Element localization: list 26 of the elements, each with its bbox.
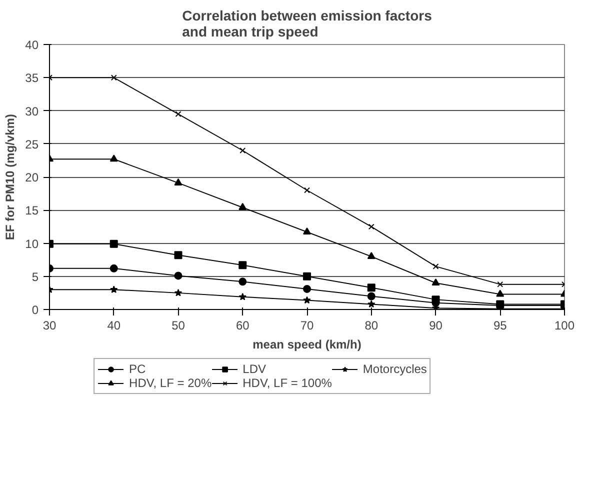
legend-label: PC xyxy=(129,362,147,376)
x-tick-label: 90 xyxy=(429,318,443,332)
y-tick-label: 10 xyxy=(25,236,39,251)
y-tick-label: 30 xyxy=(25,104,39,118)
x-tick-label: 30 xyxy=(42,318,56,332)
legend-label: Motorcycles xyxy=(362,362,427,376)
x-axis-title: mean speed (km/h) xyxy=(252,338,362,352)
y-tick-label: 0 xyxy=(32,303,39,317)
legend-label: LDV xyxy=(242,362,266,376)
x-tick-label: 40 xyxy=(107,318,121,332)
y-tick-label: 25 xyxy=(25,137,39,152)
y-tick-label: 5 xyxy=(32,270,39,284)
y-axis-title: EF for PM10 (mg/vkm) xyxy=(3,114,18,240)
y-tick-label: 40 xyxy=(25,38,39,52)
y-tick-label: 20 xyxy=(25,170,39,184)
x-tick-label: 50 xyxy=(172,318,186,332)
y-tick-label: 35 xyxy=(25,71,39,86)
x-tick-label: 70 xyxy=(300,318,314,332)
legend-label: HDV, LF = 20% xyxy=(129,376,212,390)
x-tick-label: 100 xyxy=(554,318,575,332)
x-tick-label: 60 xyxy=(236,318,250,332)
x-tick-label: 95 xyxy=(493,318,508,332)
chart-title: Correlation between emission factors and mean trip speed xyxy=(182,8,432,40)
legend-label: HDV, LF = 100% xyxy=(242,376,332,390)
x-tick-label: 80 xyxy=(364,318,378,332)
y-tick-label: 15 xyxy=(25,204,39,218)
